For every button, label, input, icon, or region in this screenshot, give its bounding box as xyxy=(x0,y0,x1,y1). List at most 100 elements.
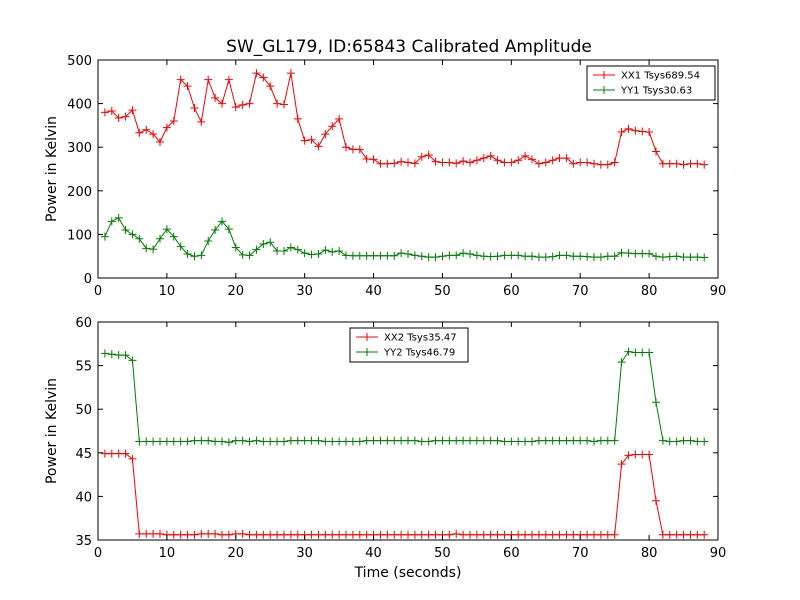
data-point xyxy=(514,437,523,446)
data-point xyxy=(652,398,660,407)
data-point xyxy=(679,436,688,445)
data-point xyxy=(410,436,419,445)
data-point xyxy=(486,252,495,261)
data-point xyxy=(107,107,116,116)
data-point xyxy=(286,530,295,539)
data-point xyxy=(445,530,454,539)
data-point xyxy=(397,157,406,166)
data-point xyxy=(245,530,254,539)
data-point xyxy=(156,529,164,538)
data-point xyxy=(652,496,660,505)
data-point xyxy=(624,124,633,133)
data-point xyxy=(466,158,474,167)
data-point xyxy=(638,127,647,136)
x-tick-label: 70 xyxy=(572,284,589,299)
data-point xyxy=(280,530,288,539)
data-point xyxy=(555,530,564,539)
data-point xyxy=(169,530,178,539)
data-point xyxy=(293,114,302,123)
data-point xyxy=(314,530,323,539)
data-point xyxy=(328,247,337,256)
data-point xyxy=(300,136,309,145)
data-point xyxy=(410,251,419,260)
data-point xyxy=(424,530,433,539)
series-1 xyxy=(100,69,709,169)
data-point xyxy=(590,530,598,539)
data-point xyxy=(369,251,378,260)
data-point xyxy=(362,530,371,539)
data-point xyxy=(658,436,667,445)
data-point xyxy=(672,437,681,446)
data-point xyxy=(617,358,626,367)
data-point xyxy=(679,530,688,539)
data-point xyxy=(197,117,206,126)
data-point xyxy=(190,436,199,445)
data-point xyxy=(300,436,309,445)
y-tick-label: 40 xyxy=(75,490,92,505)
legend-marker xyxy=(600,86,608,94)
data-point xyxy=(218,99,226,108)
data-point xyxy=(211,226,220,235)
bottom-panel: 0 10 20 30 40 50 60 70 80 90 35 40 45 50 55 60 Power in … xyxy=(44,316,726,581)
data-point xyxy=(369,155,378,164)
x-axis-label: Time (seconds) xyxy=(354,565,462,581)
data-point xyxy=(321,246,330,255)
data-point xyxy=(672,159,681,168)
data-point xyxy=(245,437,254,446)
data-point xyxy=(204,236,213,245)
data-point xyxy=(417,152,426,161)
data-point xyxy=(472,436,481,445)
data-point xyxy=(528,530,536,539)
data-point xyxy=(583,252,592,261)
data-point xyxy=(362,436,371,445)
data-point xyxy=(596,160,605,169)
data-point xyxy=(100,232,109,241)
data-point xyxy=(493,436,502,445)
x-tick-label: 70 xyxy=(572,546,589,561)
x-tick-label: 0 xyxy=(94,284,102,299)
data-point xyxy=(321,437,330,446)
data-point xyxy=(224,225,233,234)
data-point xyxy=(293,245,302,254)
x-tick-label: 40 xyxy=(365,284,382,299)
data-point xyxy=(500,437,509,446)
data-point xyxy=(390,530,399,539)
data-point xyxy=(128,356,137,365)
data-point xyxy=(355,251,364,260)
data-point xyxy=(472,251,481,260)
legend-marker xyxy=(363,348,371,356)
data-point xyxy=(472,156,481,165)
data-point xyxy=(162,123,171,132)
data-point xyxy=(438,158,447,167)
data-point xyxy=(631,348,640,357)
data-point xyxy=(342,530,350,539)
x-tick-label: 20 xyxy=(228,546,245,561)
y-tick-label: 400 xyxy=(67,98,92,113)
y-axis-label: Power in Kelvin xyxy=(44,378,60,484)
data-point xyxy=(548,156,557,165)
data-point xyxy=(528,437,536,446)
data-point xyxy=(100,449,109,458)
data-point xyxy=(245,99,254,108)
series-1 xyxy=(100,449,709,539)
data-point xyxy=(390,436,399,445)
data-point xyxy=(541,530,550,539)
data-point xyxy=(631,450,640,459)
data-point xyxy=(204,529,213,538)
data-point xyxy=(100,349,109,358)
data-point xyxy=(617,248,626,257)
legend-marker xyxy=(363,333,371,341)
data-point xyxy=(466,530,474,539)
data-point xyxy=(169,117,178,126)
data-point xyxy=(397,530,406,539)
data-point xyxy=(321,130,330,139)
data-point xyxy=(686,530,695,539)
x-tick-label: 50 xyxy=(434,284,451,299)
data-point xyxy=(156,234,164,243)
data-point xyxy=(610,436,619,445)
data-point xyxy=(286,243,295,252)
data-point xyxy=(252,245,261,254)
data-point xyxy=(445,436,454,445)
data-point xyxy=(390,159,399,168)
data-point xyxy=(238,529,247,538)
